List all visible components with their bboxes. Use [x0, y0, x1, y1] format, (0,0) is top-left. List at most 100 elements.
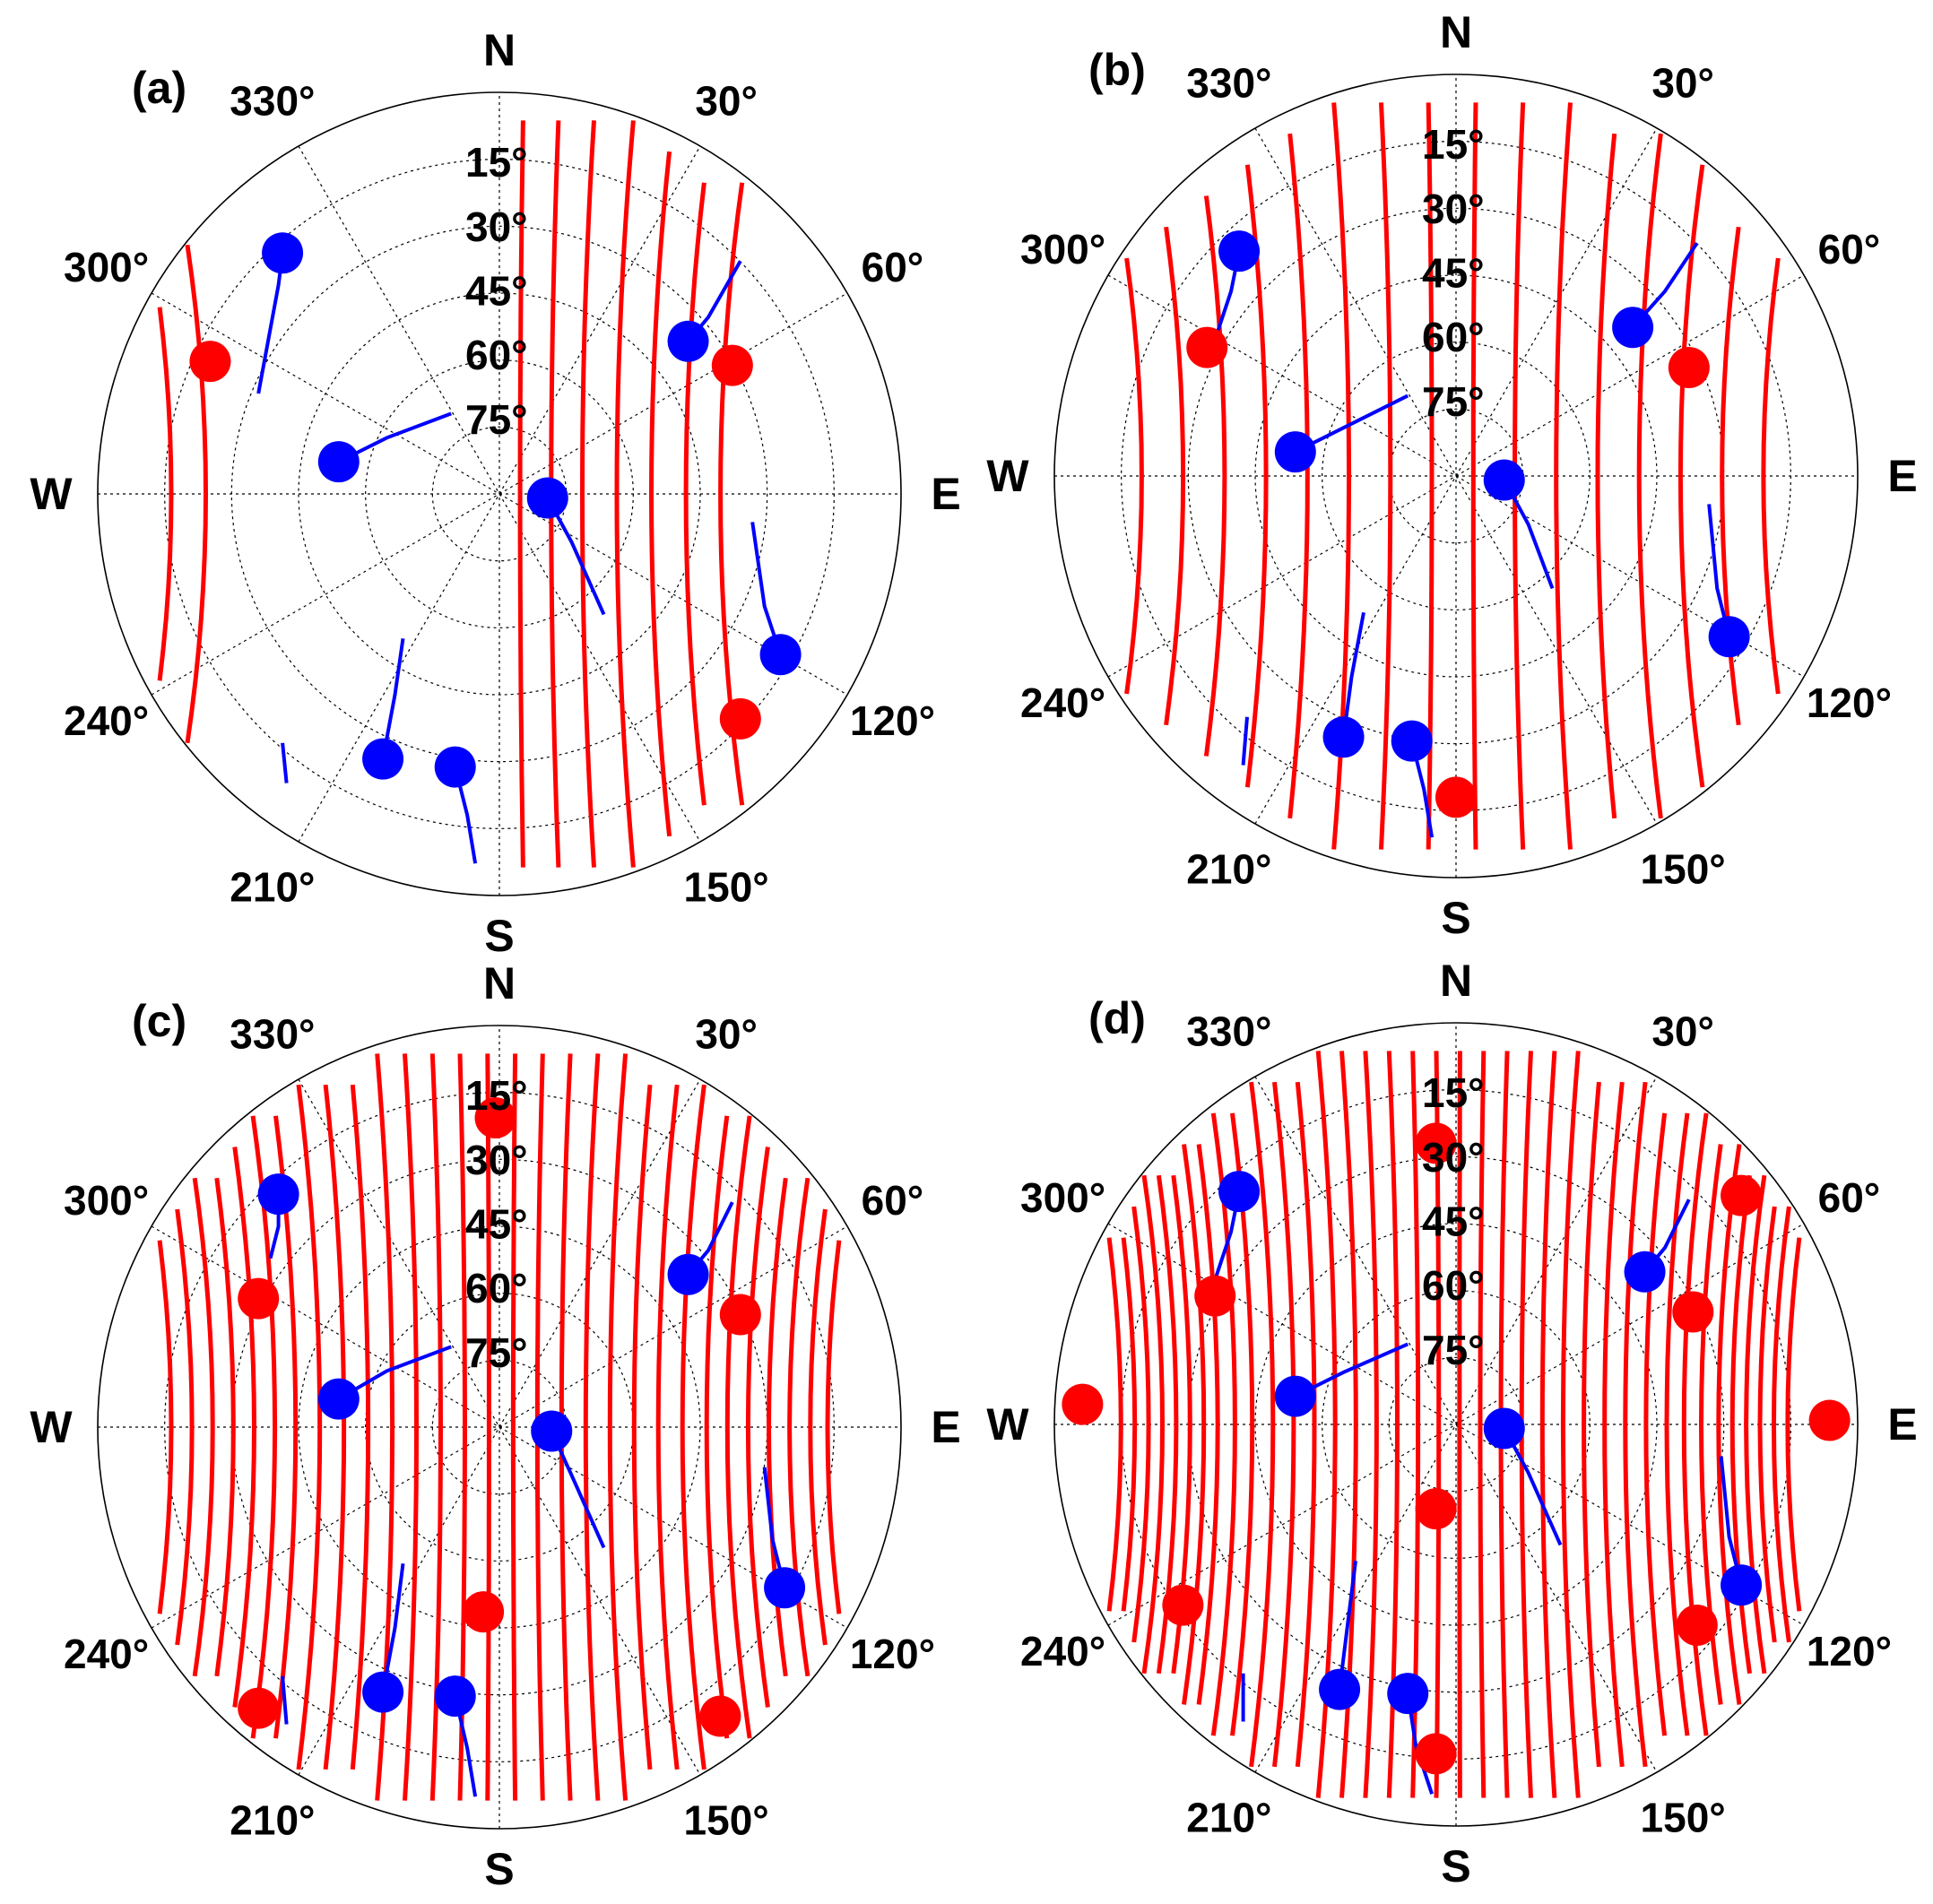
red-track: [1716, 1144, 1742, 1705]
azimuth-tick-label: 210°: [1186, 1794, 1271, 1840]
elevation-tick-label: 75°: [465, 1329, 528, 1376]
blue-marker: [1483, 1407, 1525, 1450]
red-track: [1203, 195, 1227, 757]
red-track: [296, 1084, 323, 1770]
red-marker: [1668, 347, 1710, 389]
red-track: [457, 1053, 468, 1801]
compass-label: E: [931, 1402, 960, 1452]
red-marker: [719, 697, 761, 740]
azimuth-tick-label: 330°: [1186, 1008, 1271, 1055]
red-track: [1106, 1237, 1123, 1612]
red-track: [350, 1084, 371, 1770]
azimuth-tick-label: 60°: [1818, 1174, 1881, 1221]
skyplot-panel: 15° 30° 45° 60° 75° 30° 60° 120° 150° 210° 240° 300…: [30, 25, 960, 961]
azimuth-tick-label: 330°: [1186, 60, 1271, 107]
blue-marker: [667, 320, 709, 362]
skyplot-panel: 15° 30° 45° 60° 75° 30° 60° 120° 150° 210° 240° 300…: [30, 958, 960, 1894]
elevation-tick-label: 60°: [465, 332, 528, 378]
red-track: [1560, 1051, 1581, 1798]
blue-marker: [434, 1675, 476, 1718]
blue-marker: [1387, 1673, 1429, 1715]
red-marker: [1672, 1291, 1714, 1333]
red-track: [429, 1053, 444, 1801]
elevation-tick-label: 45°: [1422, 1198, 1485, 1244]
compass-label: S: [484, 1844, 514, 1894]
red-track: [808, 1208, 828, 1646]
red-track: [1249, 1081, 1276, 1768]
azimuth-tick-label: 120°: [850, 697, 935, 744]
blue-marker: [1319, 1668, 1361, 1710]
elevation-tick-label: 75°: [1422, 1327, 1485, 1373]
compass-label: S: [1441, 1841, 1470, 1891]
azimuth-tick-label: 150°: [684, 1796, 769, 1843]
red-marker: [1415, 1488, 1457, 1530]
azimuth-tick-label: 60°: [1818, 226, 1881, 273]
red-track: [1478, 1051, 1487, 1798]
elevation-tick-label: 75°: [465, 396, 528, 443]
azimuth-tick-label: 120°: [1807, 1628, 1892, 1675]
red-track: [1470, 102, 1478, 850]
red-track: [485, 1053, 491, 1801]
elevation-tick-label: 60°: [1422, 1262, 1485, 1309]
red-track: [1761, 257, 1781, 695]
elevation-tick-label: 15°: [1422, 121, 1485, 168]
panel-label: (c): [132, 996, 186, 1046]
blue-marker: [362, 1671, 404, 1713]
blue-marker: [1612, 307, 1654, 349]
red-marker: [463, 1591, 505, 1633]
red-track: [323, 1084, 347, 1770]
red-track: [1582, 1081, 1601, 1768]
red-track: [1141, 1174, 1166, 1675]
blue-track-segment: [281, 1675, 289, 1725]
blue-marker: [667, 1253, 709, 1295]
red-track: [1595, 133, 1617, 819]
red-track: [273, 1115, 299, 1739]
red-track: [403, 1053, 420, 1801]
blue-marker: [257, 1173, 299, 1216]
skyplot-panel: 15° 30° 45° 60° 75° 30° 60° 120° 150° 210° 240° 300…: [986, 7, 1917, 943]
azimuth-tick-label: 300°: [1020, 1174, 1105, 1221]
blue-marker: [1391, 720, 1433, 762]
blue-marker: [317, 1378, 360, 1420]
red-track: [614, 120, 636, 868]
blue-marker: [764, 1567, 806, 1609]
azimuth-tick-label: 300°: [1020, 226, 1105, 273]
azimuth-spoke: [298, 1078, 701, 1776]
compass-label: W: [30, 1402, 73, 1452]
red-track: [1124, 257, 1144, 695]
red-track: [1457, 1051, 1462, 1798]
elevation-tick-label: 15°: [465, 1072, 528, 1119]
azimuth-tick-label: 30°: [695, 1011, 758, 1058]
elevation-tick-label: 45°: [465, 267, 528, 314]
red-track: [1771, 1206, 1791, 1643]
red-marker: [1186, 326, 1228, 368]
elevation-tick-label: 30°: [1422, 1134, 1485, 1181]
elevation-tick-label: 15°: [465, 139, 528, 186]
red-track: [192, 1177, 215, 1677]
blue-marker: [1708, 616, 1750, 658]
red-track: [1602, 1081, 1625, 1768]
blue-track: [1338, 1561, 1357, 1690]
red-track: [607, 1053, 628, 1801]
red-track: [1379, 102, 1393, 850]
elevation-tick-label: 30°: [465, 203, 528, 250]
compass-label: W: [30, 469, 73, 519]
red-track: [1244, 164, 1269, 788]
red-track: [250, 1115, 278, 1739]
compass-label: W: [986, 451, 1029, 501]
compass-label: W: [986, 1399, 1029, 1450]
red-track: [1539, 1051, 1557, 1798]
red-track: [1363, 1051, 1379, 1798]
compass-label: N: [1440, 956, 1472, 1006]
red-track: [680, 1084, 706, 1770]
red-marker: [1435, 776, 1477, 818]
red-marker: [238, 1687, 280, 1729]
red-track: [1636, 133, 1663, 819]
azimuth-tick-label: 330°: [230, 1011, 315, 1058]
compass-label: S: [484, 911, 514, 961]
compass-label: E: [931, 469, 960, 519]
red-marker: [1162, 1584, 1204, 1626]
azimuth-tick-label: 150°: [1641, 845, 1726, 892]
